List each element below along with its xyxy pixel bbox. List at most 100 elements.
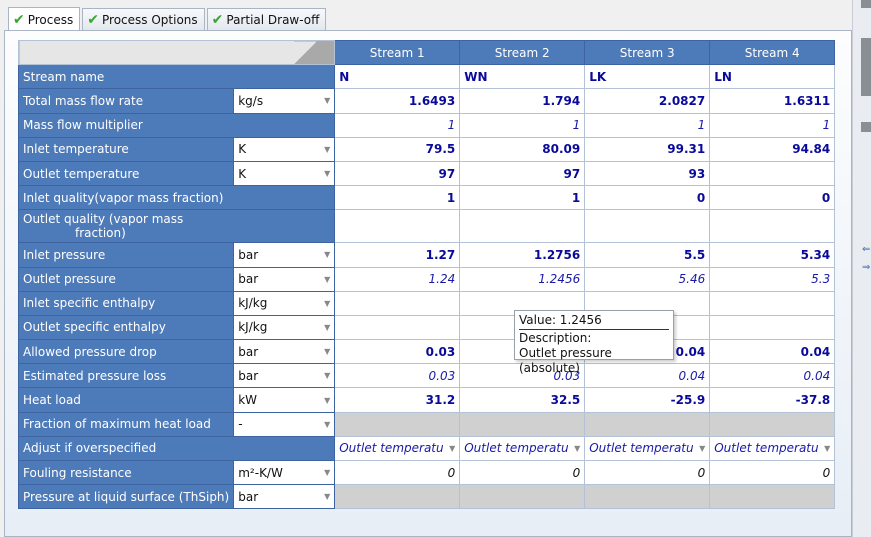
stream-1-cell[interactable] — [334, 411, 461, 437]
chevron-down-icon[interactable]: ▼ — [324, 492, 331, 502]
chevron-down-icon[interactable]: ▼ — [324, 371, 331, 381]
unit-select[interactable]: - ▼ — [233, 411, 336, 437]
unit-select[interactable]: m²-K/W ▼ — [233, 459, 336, 486]
chevron-down-icon[interactable]: ▼ — [324, 322, 331, 332]
column-header-stream-2[interactable]: Stream 2 — [459, 39, 586, 66]
unit-select[interactable]: bar ▼ — [233, 266, 336, 292]
chevron-down-icon[interactable]: ▼ — [324, 298, 331, 308]
stream-1-cell[interactable] — [334, 209, 461, 244]
unit-select[interactable]: bar ▼ — [233, 363, 336, 389]
unit-dropdown[interactable]: bar ▼ — [234, 340, 334, 363]
unit-dropdown[interactable]: kg/s ▼ — [234, 89, 334, 113]
stream-3-cell[interactable] — [584, 484, 711, 510]
stream-2-cell[interactable]: WN — [459, 64, 586, 90]
stream-2-cell[interactable] — [459, 411, 586, 437]
stream-2-cell[interactable] — [459, 209, 586, 244]
unit-select[interactable]: kg/s ▼ — [233, 88, 336, 114]
chevron-down-icon[interactable]: ▼ — [574, 443, 581, 453]
tab-process-options[interactable]: ✔ Process Options — [82, 8, 205, 30]
stream-4-cell[interactable] — [709, 484, 836, 510]
stream-2-cell[interactable]: 32.5 — [459, 387, 586, 413]
stream-2-cell[interactable]: 1 — [459, 112, 586, 138]
stream-1-cell[interactable]: 1 — [334, 185, 461, 211]
stream-4-cell[interactable]: Outlet temperatu ▼ — [709, 435, 836, 462]
stream-1-cell[interactable] — [334, 314, 461, 341]
stream-1-cell[interactable]: 79.5 — [334, 136, 461, 162]
unit-dropdown[interactable]: bar ▼ — [234, 364, 334, 387]
stream-1-cell[interactable]: 31.2 — [334, 387, 461, 413]
unit-dropdown[interactable]: - ▼ — [234, 413, 334, 436]
unit-select[interactable]: bar ▼ — [233, 339, 336, 365]
stream-4-cell[interactable] — [709, 314, 836, 341]
chevron-down-icon[interactable]: ▼ — [699, 443, 706, 453]
unit-select[interactable]: kW ▼ — [233, 387, 336, 413]
stream-1-cell[interactable] — [334, 290, 461, 316]
stream-2-cell[interactable]: 1.2756 — [459, 242, 586, 268]
unit-dropdown[interactable]: kJ/kg ▼ — [234, 292, 334, 315]
unit-select[interactable]: K ▼ — [233, 136, 336, 162]
stream-4-cell[interactable]: 5.34 — [709, 242, 836, 268]
unit-select[interactable]: bar ▼ — [233, 242, 336, 268]
stream-1-cell[interactable]: 0 — [334, 459, 461, 486]
stream-3-cell[interactable]: 2.0827 — [584, 88, 711, 114]
stream-2-cell[interactable]: 1.794 — [459, 88, 586, 114]
adjust-dropdown[interactable]: Outlet temperatu ▼ — [714, 441, 830, 455]
tab-partial-draw-off[interactable]: ✔ Partial Draw-off — [206, 8, 327, 30]
stream-4-cell[interactable]: 0 — [709, 185, 836, 211]
stream-4-cell[interactable]: 0.04 — [709, 363, 836, 389]
stream-3-cell[interactable]: 0 — [584, 459, 711, 486]
stream-3-cell[interactable]: 99.31 — [584, 136, 711, 162]
unit-dropdown[interactable]: bar ▼ — [234, 485, 334, 508]
stream-1-cell[interactable]: 1 — [334, 112, 461, 138]
stream-2-cell[interactable] — [459, 484, 586, 510]
chevron-down-icon[interactable]: ▼ — [324, 274, 331, 284]
stream-3-cell[interactable] — [584, 411, 711, 437]
chevron-down-icon[interactable]: ▼ — [324, 395, 331, 405]
column-header-stream-3[interactable]: Stream 3 — [584, 39, 711, 66]
adjust-dropdown[interactable]: Outlet temperatu ▼ — [589, 441, 705, 455]
unit-dropdown[interactable]: m²-K/W ▼ — [234, 461, 334, 484]
stream-4-cell[interactable] — [709, 411, 836, 437]
stream-3-cell[interactable]: 0.04 — [584, 363, 711, 389]
column-header-stream-1[interactable]: Stream 1 — [334, 39, 461, 66]
stream-1-cell[interactable]: 1.6493 — [334, 88, 461, 114]
unit-select[interactable]: kJ/kg ▼ — [233, 290, 336, 316]
chevron-down-icon[interactable]: ▼ — [324, 347, 331, 357]
stream-3-cell[interactable]: Outlet temperatu ▼ — [584, 435, 711, 462]
chevron-down-icon[interactable]: ▼ — [324, 144, 331, 154]
stream-2-cell[interactable]: Outlet temperatu ▼ — [459, 435, 586, 462]
stream-4-cell[interactable]: -37.8 — [709, 387, 836, 413]
unit-select[interactable]: kJ/kg ▼ — [233, 314, 336, 341]
stream-1-cell[interactable]: Outlet temperatu ▼ — [334, 435, 461, 462]
stream-2-cell[interactable]: 0 — [459, 459, 586, 486]
stream-3-cell[interactable]: LK — [584, 64, 711, 90]
unit-dropdown[interactable]: bar ▼ — [234, 243, 334, 266]
unit-dropdown[interactable]: K ▼ — [234, 162, 334, 185]
chevron-down-icon[interactable]: ▼ — [324, 468, 331, 478]
stream-2-cell[interactable]: 80.09 — [459, 136, 586, 162]
unit-dropdown[interactable]: kJ/kg ▼ — [234, 316, 334, 339]
arrow-right-icon[interactable]: ⇒ — [862, 262, 871, 273]
stream-3-cell[interactable] — [584, 209, 711, 244]
stream-1-cell[interactable]: 1.24 — [334, 266, 461, 292]
stream-4-cell[interactable]: 0 — [709, 459, 836, 486]
stream-4-cell[interactable]: 1.6311 — [709, 88, 836, 114]
unit-dropdown[interactable]: K ▼ — [234, 138, 334, 161]
adjust-dropdown[interactable]: Outlet temperatu ▼ — [339, 441, 455, 455]
stream-1-cell[interactable]: 97 — [334, 160, 461, 187]
stream-1-cell[interactable]: 1.27 — [334, 242, 461, 268]
chevron-down-icon[interactable]: ▼ — [324, 250, 331, 260]
stream-3-cell[interactable]: 93 — [584, 160, 711, 187]
stream-2-cell[interactable]: 1.2456 — [459, 266, 586, 292]
unit-select[interactable]: K ▼ — [233, 160, 336, 187]
arrow-left-icon[interactable]: ⇐ — [862, 244, 871, 255]
stream-4-cell[interactable]: 94.84 — [709, 136, 836, 162]
stream-3-cell[interactable]: 5.46 — [584, 266, 711, 292]
stream-1-cell[interactable]: 0.03 — [334, 339, 461, 365]
stream-4-cell[interactable]: 5.3 — [709, 266, 836, 292]
stream-3-cell[interactable]: 0 — [584, 185, 711, 211]
chevron-down-icon[interactable]: ▼ — [324, 169, 331, 179]
chevron-down-icon[interactable]: ▼ — [324, 96, 331, 106]
stream-2-cell[interactable]: 1 — [459, 185, 586, 211]
unit-dropdown[interactable]: bar ▼ — [234, 268, 334, 291]
